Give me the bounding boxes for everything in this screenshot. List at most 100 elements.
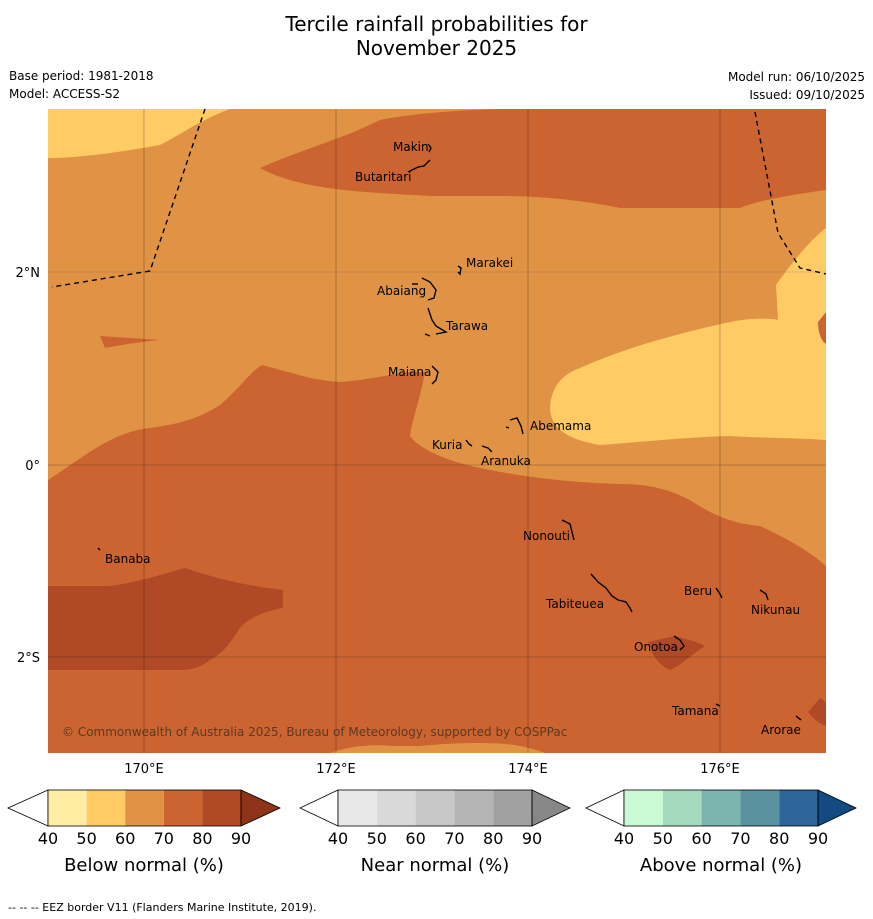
colorbar-above-tick-80: 80 [769, 829, 789, 848]
region-70-80-south [48, 365, 826, 753]
island-nonouti [561, 519, 575, 541]
eez-border-west [51, 108, 206, 288]
colorbar-above: 40 50 60 70 80 90 Above normal (%) [585, 789, 857, 876]
title-line-1: Tercile rainfall probabilities for [285, 12, 588, 36]
island-tabiteuea [590, 573, 633, 613]
label-abaiang: Abaiang [377, 284, 426, 298]
lat-label-2s: 2°S [17, 651, 40, 666]
island-abemama-reef [505, 426, 510, 429]
colorbar-below-swatch-50-60 [86, 790, 126, 826]
colorbar-near-tick-70: 70 [444, 829, 464, 848]
colorbar-below-label: Below normal (%) [64, 855, 224, 876]
label-aranuka: Aranuka [481, 454, 531, 468]
colorbar-below-cap-low [7, 789, 49, 827]
colorbar-above-tick-50: 50 [653, 829, 673, 848]
lat-label-2n: 2°N [16, 266, 41, 281]
label-marakei: Marakei [466, 256, 513, 270]
lon-label-170e: 170°E [124, 762, 164, 777]
colorbar-below: 40 50 60 70 80 90 Below normal (%) [7, 789, 281, 876]
label-tabiteuea: Tabiteuea [545, 597, 604, 611]
region-80-90-sw [48, 568, 283, 670]
colorbar-near: 40 50 60 70 80 90 Near normal (%) [299, 789, 571, 876]
lon-label-174e: 174°E [508, 762, 548, 777]
colorbar-near-tick-40: 40 [328, 829, 348, 848]
model-run-date: Model run: 06/10/2025 [727, 70, 865, 84]
colorbar-below-outline [47, 789, 242, 827]
label-arorae: Arorae [761, 723, 801, 737]
colorbar-above-tick-40: 40 [614, 829, 634, 848]
label-nonouti: Nonouti [523, 529, 570, 543]
colorbar-below-tick-90: 90 [231, 829, 251, 848]
region-80-90-se [808, 698, 826, 726]
island-nikunau [759, 589, 769, 601]
colorbar-near-swatch-40-50 [338, 790, 377, 826]
place-labels: Makin Butaritari Marakei Abaiang Tarawa … [105, 140, 801, 737]
colorbar-below-tick-80: 80 [192, 829, 212, 848]
longitude-labels: 170°E 172°E 174°E 176°E [124, 762, 740, 777]
colorbar-near-tick-80: 80 [483, 829, 503, 848]
label-beru: Beru [684, 584, 712, 598]
lon-label-176e: 176°E [700, 762, 740, 777]
label-makin: Makin [393, 140, 429, 154]
island-maiana [431, 365, 439, 385]
colorbar-near-tick-60: 60 [405, 829, 425, 848]
label-onotoa: Onotoa [634, 640, 678, 654]
colorbar-near-cap-high [531, 789, 571, 827]
region-60-70-south-edge [330, 743, 545, 753]
colorbar-below-swatch-60-70 [125, 790, 164, 826]
label-maiana: Maiana [388, 365, 431, 379]
island-kuria [465, 439, 473, 447]
colorbar-near-swatch-70-80 [454, 790, 494, 826]
colorbar-below-tick-60: 60 [115, 829, 135, 848]
colorbar-near-swatch-80-90 [493, 790, 532, 826]
region-70-80-north [260, 109, 826, 208]
island-abaiang [421, 277, 437, 301]
model-name: Model: ACCESS-S2 [9, 87, 121, 101]
colorbar-above-cap-low [585, 789, 625, 827]
colorbar-below-tick-40: 40 [38, 829, 58, 848]
title-line-2: November 2025 [355, 36, 518, 60]
colorbar-above-tick-60: 60 [691, 829, 711, 848]
eez-footnote: -- -- -- EEZ border V11 (Flanders Marine… [8, 901, 317, 914]
region-50-60-nw [48, 109, 230, 158]
colorbar-near-cap-low [299, 789, 339, 827]
colorbar-near-swatch-50-60 [376, 790, 416, 826]
label-tamana: Tamana [671, 704, 719, 718]
region-70-80-east-edge [818, 312, 826, 344]
colorbar-near-label: Near normal (%) [361, 855, 510, 876]
island-tarawa-reef [424, 333, 431, 337]
colorbar-above-cap-high [817, 789, 857, 827]
colorbar-above-tick-90: 90 [808, 829, 828, 848]
copyright-notice: © Commonwealth of Australia 2025, Bureau… [62, 725, 567, 739]
label-abemama: Abemama [530, 419, 591, 433]
colorbar-above-tick-70: 70 [730, 829, 750, 848]
island-arorae [795, 715, 802, 721]
label-banaba: Banaba [105, 552, 151, 566]
island-butaritari [407, 159, 431, 173]
island-tarawa [427, 307, 448, 335]
colorbar-above-swatch-80-90 [779, 790, 818, 826]
lat-label-0: 0° [25, 459, 40, 474]
island-abemama [509, 417, 524, 435]
graticule [48, 109, 826, 753]
issued-date: Issued: 09/10/2025 [749, 88, 865, 102]
label-nikunau: Nikunau [751, 603, 800, 617]
map-shading [48, 109, 826, 753]
island-tamana [715, 703, 721, 707]
colorbar-below-tick-70: 70 [154, 829, 174, 848]
colorbar-above-label: Above normal (%) [640, 855, 802, 876]
colorbar-above-outline [623, 789, 819, 827]
region-50-60-east [550, 228, 826, 445]
lon-label-172e: 172°E [316, 762, 356, 777]
colorbar-above-swatch-40-50 [624, 790, 663, 826]
colorbar-below-cap-high [240, 789, 281, 827]
region-80-90-onotoa [648, 636, 705, 670]
colorbar-below-swatch-70-80 [163, 790, 203, 826]
colorbar-above-swatch-60-70 [701, 790, 741, 826]
colorbar-near-tick-90: 90 [522, 829, 542, 848]
colorbar-below-tick-50: 50 [76, 829, 96, 848]
colorbar-near-outline [337, 789, 533, 827]
island-banaba [97, 547, 101, 551]
islands [97, 143, 802, 721]
